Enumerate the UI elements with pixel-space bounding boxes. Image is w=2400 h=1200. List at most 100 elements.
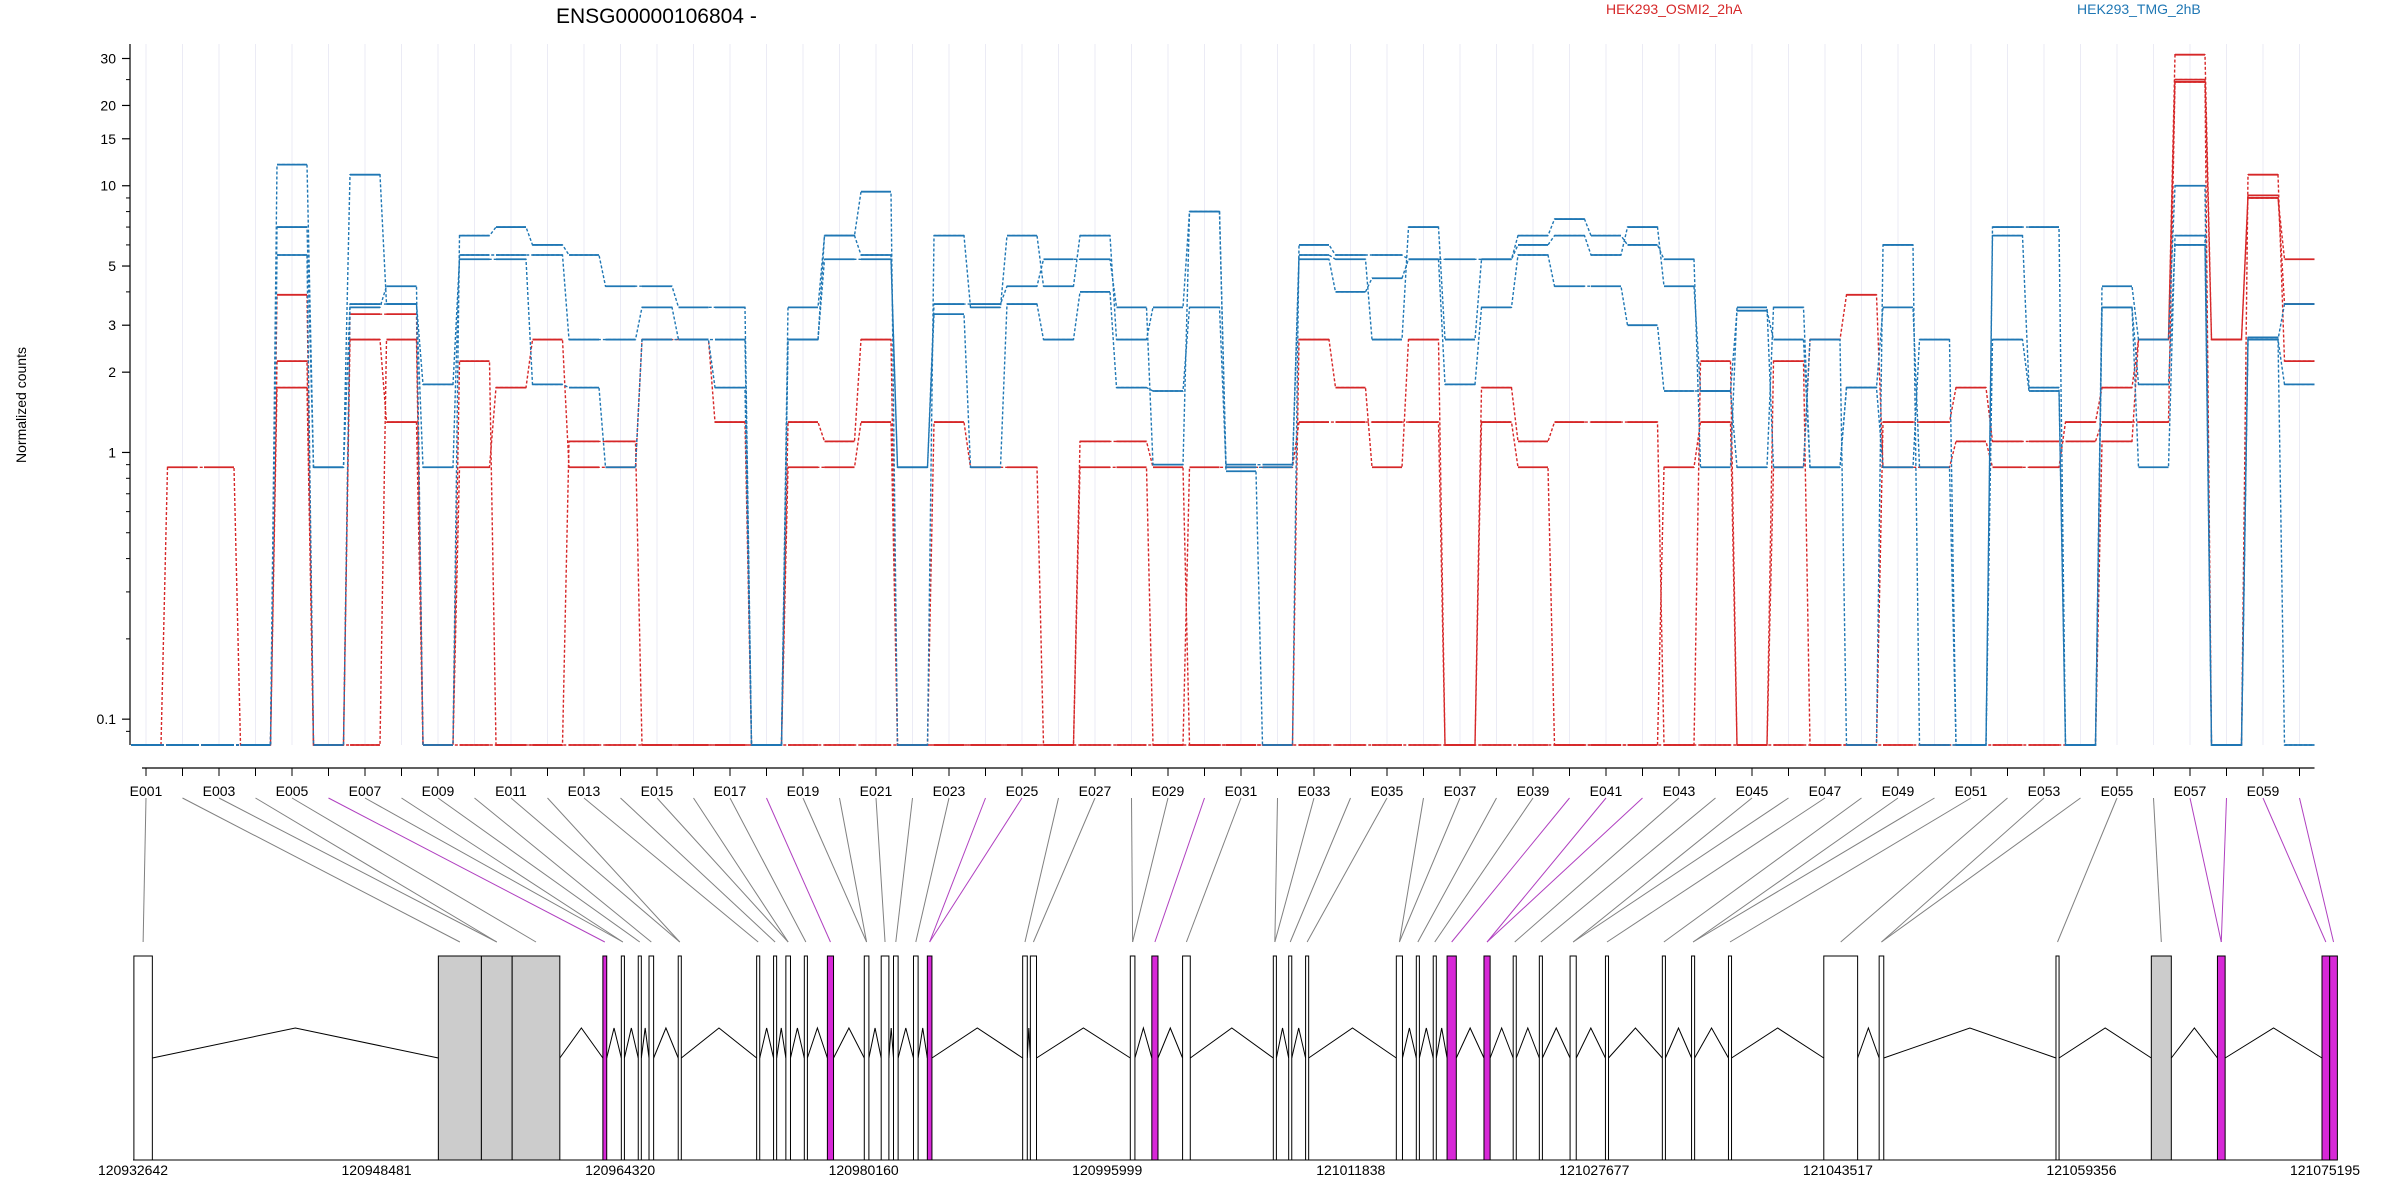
coord-tick-label: 121011838	[1316, 1162, 1385, 1178]
exon-tick-label: E025	[1006, 783, 1039, 799]
intron	[917, 1027, 928, 1059]
exon-block	[826, 955, 835, 1161]
exon-tick-label: E029	[1152, 783, 1185, 799]
y-tick-label: 0.1	[97, 711, 117, 727]
exon-block	[926, 955, 933, 1161]
exon-block	[1395, 955, 1403, 1161]
exon-connector	[1185, 797, 1242, 943]
exon-connector	[1606, 797, 1826, 943]
exon-block	[2329, 955, 2338, 1161]
exon-connector	[656, 797, 789, 943]
intron	[623, 1027, 639, 1059]
y-tick-label: 30	[100, 50, 116, 66]
exon-block	[785, 955, 791, 1161]
exon-block	[1483, 955, 1491, 1161]
exon-connector	[1572, 797, 1789, 943]
y-axis: 0.1 1 2 3 5 10 15 20 30	[97, 44, 131, 745]
coordinate-axis: 120932642 120948481 120964320 120980160 1209…	[98, 1159, 2360, 1178]
exon-connector	[1132, 797, 1169, 943]
intron	[1489, 1026, 1514, 1059]
coord-tick-label: 121043517	[1803, 1162, 1873, 1178]
exon-block	[1446, 955, 1457, 1161]
intron	[1189, 1027, 1274, 1059]
intron	[653, 1026, 679, 1059]
exon-block	[637, 955, 642, 1161]
exon-connector	[474, 797, 652, 943]
exon-connector	[1840, 797, 2008, 943]
exon-tick-label: E009	[422, 783, 455, 799]
intron	[833, 1026, 865, 1059]
intron	[1026, 1027, 1031, 1059]
exon-connector	[1692, 797, 1935, 943]
exon-block	[2150, 955, 2172, 1161]
intron	[606, 1027, 622, 1059]
intron	[1418, 1027, 1434, 1059]
intron	[1134, 1026, 1153, 1059]
exon-axis: E001 E003 E005 E007 E009 E011 E013 E015 E017 E019…	[130, 767, 2315, 799]
intron	[1291, 1027, 1307, 1059]
intron	[1435, 1027, 1448, 1059]
exon-block	[620, 955, 625, 1161]
exon-block	[1512, 955, 1517, 1161]
series-layer	[131, 53, 2315, 746]
exon-tick-label: E045	[1736, 783, 1769, 799]
exon-tick-label: E059	[2247, 783, 2280, 799]
y-tick-label: 20	[100, 97, 116, 113]
exon-connector	[1154, 797, 1205, 943]
exon-tick-label: E033	[1298, 783, 1331, 799]
exon-block	[2216, 955, 2226, 1161]
intron	[2058, 1027, 2152, 1059]
intron	[806, 1026, 828, 1059]
coord-tick-label: 120980160	[829, 1162, 899, 1178]
exon-tick-label: E039	[1517, 783, 1550, 799]
intron	[1541, 1026, 1571, 1059]
exon-tick-label: E005	[276, 783, 309, 799]
exon-tick-label: E051	[1955, 783, 1988, 799]
exon-tick-label: E035	[1371, 783, 1404, 799]
chart-title: ENSG00000106804 -	[556, 5, 757, 28]
exon-connectors	[142, 797, 2335, 943]
exon-block	[480, 955, 513, 1161]
intron	[1857, 1026, 1880, 1059]
exon-tick-label: E053	[2028, 783, 2061, 799]
exon-connector	[839, 797, 868, 943]
exon-block	[912, 955, 919, 1161]
exon-block	[1432, 955, 1437, 1161]
exon-block	[1823, 955, 1859, 1161]
series-line	[131, 78, 2315, 746]
exon-tick-label: E049	[1882, 783, 1915, 799]
exon-connector	[1398, 797, 1461, 943]
exon-connector	[1417, 797, 1497, 943]
exon-tick-label: E017	[714, 783, 747, 799]
coord-tick-label: 120932642	[98, 1162, 168, 1178]
exon-connector	[510, 797, 681, 943]
exon-block	[1288, 955, 1293, 1161]
y-tick-label: 15	[100, 131, 116, 147]
exon-tick-label: E013	[568, 783, 601, 799]
exon-block	[893, 955, 899, 1161]
exon-tick-label: E023	[933, 783, 966, 799]
exon-block	[756, 955, 761, 1161]
intron	[1694, 1026, 1729, 1059]
exon-tick-label: E027	[1079, 783, 1112, 799]
exon-block	[1305, 955, 1310, 1161]
exon-block	[803, 955, 808, 1161]
series-line	[131, 54, 2315, 746]
intron	[789, 1027, 805, 1059]
series-line	[131, 191, 2315, 746]
series-5	[131, 190, 2315, 746]
coord-tick-label: 120995999	[1072, 1162, 1142, 1178]
exon-tick-label: E019	[787, 783, 820, 799]
exon-connector	[142, 797, 147, 943]
exon-block	[880, 955, 890, 1161]
intron	[1575, 1026, 1606, 1059]
exon-connector	[182, 797, 461, 943]
coord-tick-label: 120948481	[342, 1162, 412, 1178]
exon-block	[1604, 955, 1610, 1161]
exon-connector	[802, 797, 868, 943]
intron	[640, 1027, 650, 1059]
exon-connector	[401, 797, 624, 943]
exon-tick-label: E037	[1444, 783, 1477, 799]
exon-connector	[1572, 797, 1753, 943]
